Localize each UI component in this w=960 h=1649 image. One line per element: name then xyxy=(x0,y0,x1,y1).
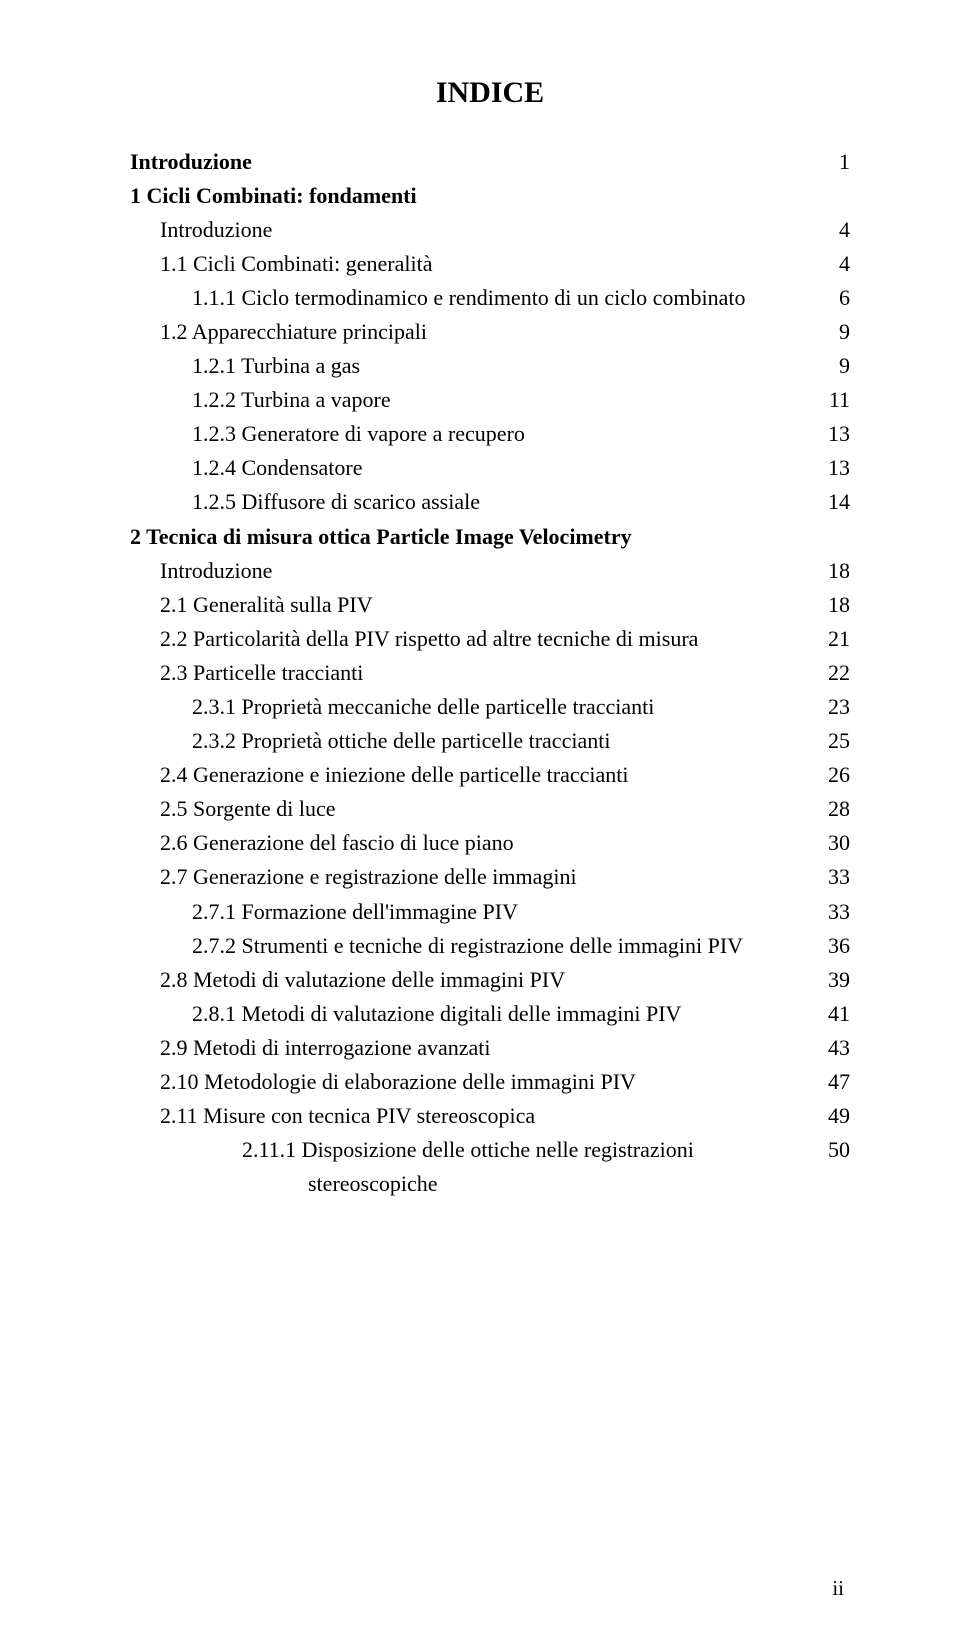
toc-row: 2.3.1 Proprietà meccaniche delle partice… xyxy=(130,690,850,724)
toc-label: 1 Cicli Combinati: fondamenti xyxy=(130,179,790,213)
toc-row: 2.10 Metodologie di elaborazione delle i… xyxy=(130,1065,850,1099)
toc-label: 2.7.1 Formazione dell'immagine PIV xyxy=(130,895,790,929)
toc-title: INDICE xyxy=(130,70,850,117)
toc-page-number: 9 xyxy=(790,315,850,349)
toc-label: 2.6 Generazione del fascio di luce piano xyxy=(130,826,790,860)
toc-label: 1.2 Apparecchiature principali xyxy=(130,315,790,349)
toc-page-number: 18 xyxy=(790,588,850,622)
toc-label: Introduzione xyxy=(130,213,790,247)
toc-page-number: 43 xyxy=(790,1031,850,1065)
toc-page-number: 28 xyxy=(790,792,850,826)
toc-page-number: 14 xyxy=(790,485,850,519)
toc-label: 2.5 Sorgente di luce xyxy=(130,792,790,826)
toc-label: Introduzione xyxy=(130,554,790,588)
toc-page-number: 9 xyxy=(790,349,850,383)
toc-label: 2.3.1 Proprietà meccaniche delle partice… xyxy=(130,690,790,724)
toc-label: 1.1.1 Ciclo termodinamico e rendimento d… xyxy=(130,281,790,315)
toc-label: 1.2.5 Diffusore di scarico assiale xyxy=(130,485,790,519)
toc-row: 2.7.2 Strumenti e tecniche di registrazi… xyxy=(130,929,850,963)
toc-row: 2.2 Particolarità della PIV rispetto ad … xyxy=(130,622,850,656)
toc-page-number: 50 xyxy=(790,1133,850,1167)
toc-body: Introduzione11 Cicli Combinati: fondamen… xyxy=(130,145,850,1202)
toc-label: 2.8 Metodi di valutazione delle immagini… xyxy=(130,963,790,997)
toc-label: 1.2.1 Turbina a gas xyxy=(130,349,790,383)
toc-page-number: 4 xyxy=(790,247,850,281)
toc-label: Introduzione xyxy=(130,145,790,179)
toc-row: 2.8 Metodi di valutazione delle immagini… xyxy=(130,963,850,997)
toc-page-number: 23 xyxy=(790,690,850,724)
toc-label: 2.11.1 Disposizione delle ottiche nelle … xyxy=(130,1133,790,1201)
toc-row: 2.11.1 Disposizione delle ottiche nelle … xyxy=(130,1133,850,1201)
toc-label: 2.8.1 Metodi di valutazione digitali del… xyxy=(130,997,790,1031)
toc-label: 2.11 Misure con tecnica PIV stereoscopic… xyxy=(130,1099,790,1133)
toc-page-number: 26 xyxy=(790,758,850,792)
toc-row: 1.2.3 Generatore di vapore a recupero13 xyxy=(130,417,850,451)
toc-page-number: 25 xyxy=(790,724,850,758)
toc-row: Introduzione4 xyxy=(130,213,850,247)
toc-page: INDICE Introduzione11 Cicli Combinati: f… xyxy=(0,0,960,1649)
toc-label: 1.2.4 Condensatore xyxy=(130,451,790,485)
toc-page-number: 13 xyxy=(790,417,850,451)
toc-row: 1.2.5 Diffusore di scarico assiale14 xyxy=(130,485,850,519)
toc-page-number: 39 xyxy=(790,963,850,997)
toc-label: 2.2 Particolarità della PIV rispetto ad … xyxy=(130,622,790,656)
toc-page-number: 36 xyxy=(790,929,850,963)
toc-page-number: 13 xyxy=(790,451,850,485)
toc-label: 2.7.2 Strumenti e tecniche di registrazi… xyxy=(130,929,790,963)
toc-row: 2.1 Generalità sulla PIV18 xyxy=(130,588,850,622)
toc-page-number: 6 xyxy=(790,281,850,315)
toc-row: 2.7 Generazione e registrazione delle im… xyxy=(130,860,850,894)
toc-label: 1.2.2 Turbina a vapore xyxy=(130,383,790,417)
toc-page-number: 41 xyxy=(790,997,850,1031)
toc-row: 1.1 Cicli Combinati: generalità4 xyxy=(130,247,850,281)
toc-row: 2.5 Sorgente di luce28 xyxy=(130,792,850,826)
toc-row: Introduzione18 xyxy=(130,554,850,588)
toc-row: 1.1.1 Ciclo termodinamico e rendimento d… xyxy=(130,281,850,315)
toc-row: Introduzione1 xyxy=(130,145,850,179)
toc-label: 1.1 Cicli Combinati: generalità xyxy=(130,247,790,281)
toc-page-number: 4 xyxy=(790,213,850,247)
page-folio: ii xyxy=(832,1572,844,1605)
toc-page-number: 18 xyxy=(790,554,850,588)
toc-row: 2.11 Misure con tecnica PIV stereoscopic… xyxy=(130,1099,850,1133)
toc-page-number: 33 xyxy=(790,860,850,894)
toc-label: 2.3 Particelle traccianti xyxy=(130,656,790,690)
toc-row: 2.7.1 Formazione dell'immagine PIV33 xyxy=(130,895,850,929)
toc-row: 1.2.4 Condensatore13 xyxy=(130,451,850,485)
toc-label: 2.4 Generazione e iniezione delle partic… xyxy=(130,758,790,792)
toc-page-number: 49 xyxy=(790,1099,850,1133)
toc-label: 2.1 Generalità sulla PIV xyxy=(130,588,790,622)
toc-page-number: 1 xyxy=(790,145,850,179)
toc-label: 2 Tecnica di misura ottica Particle Imag… xyxy=(130,520,790,554)
toc-row: 1 Cicli Combinati: fondamenti xyxy=(130,179,850,213)
toc-label: 2.10 Metodologie di elaborazione delle i… xyxy=(130,1065,790,1099)
toc-page-number: 47 xyxy=(790,1065,850,1099)
toc-row: 2 Tecnica di misura ottica Particle Imag… xyxy=(130,520,850,554)
toc-page-number: 33 xyxy=(790,895,850,929)
toc-row: 1.2 Apparecchiature principali9 xyxy=(130,315,850,349)
toc-row: 2.9 Metodi di interrogazione avanzati43 xyxy=(130,1031,850,1065)
toc-page-number: 21 xyxy=(790,622,850,656)
toc-label: 2.3.2 Proprietà ottiche delle particelle… xyxy=(130,724,790,758)
toc-page-number: 11 xyxy=(790,383,850,417)
toc-row: 2.6 Generazione del fascio di luce piano… xyxy=(130,826,850,860)
toc-row: 2.3.2 Proprietà ottiche delle particelle… xyxy=(130,724,850,758)
toc-label: 2.7 Generazione e registrazione delle im… xyxy=(130,860,790,894)
toc-label: 1.2.3 Generatore di vapore a recupero xyxy=(130,417,790,451)
toc-page-number: 30 xyxy=(790,826,850,860)
toc-row: 1.2.1 Turbina a gas9 xyxy=(130,349,850,383)
toc-page-number: 22 xyxy=(790,656,850,690)
toc-row: 2.3 Particelle traccianti22 xyxy=(130,656,850,690)
toc-label: 2.9 Metodi di interrogazione avanzati xyxy=(130,1031,790,1065)
toc-row: 2.8.1 Metodi di valutazione digitali del… xyxy=(130,997,850,1031)
toc-row: 2.4 Generazione e iniezione delle partic… xyxy=(130,758,850,792)
toc-row: 1.2.2 Turbina a vapore11 xyxy=(130,383,850,417)
